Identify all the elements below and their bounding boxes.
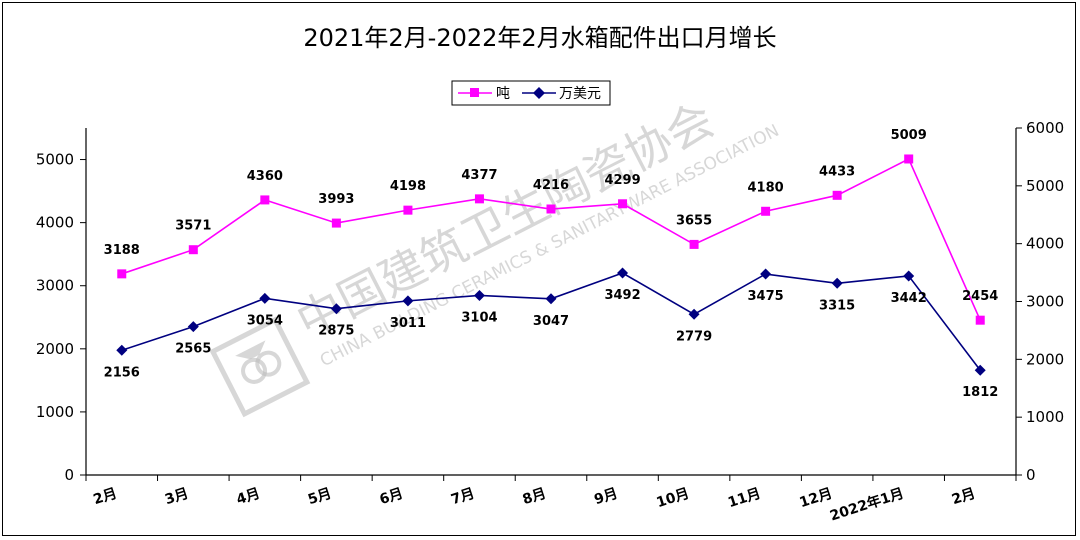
data-label-tons: 4360 [247, 169, 283, 184]
x-category-label: 7月 [449, 486, 477, 509]
point-tons [832, 190, 842, 200]
x-category-label: 9月 [592, 486, 620, 509]
data-label-usd: 3047 [533, 314, 569, 329]
data-label-tons: 3188 [104, 243, 140, 258]
legend-label-1: 吨 [496, 86, 510, 102]
point-tons [904, 154, 914, 164]
point-tons [618, 199, 628, 209]
y-left-tick-label: 0 [64, 466, 74, 484]
point-usd [545, 293, 557, 305]
data-label-tons: 4299 [604, 173, 640, 188]
data-label-tons: 4433 [819, 164, 855, 179]
point-tons [117, 269, 127, 279]
y-right-tick-label: 4000 [1026, 235, 1064, 253]
x-category-label: 3月 [163, 486, 191, 509]
y-right-tick-label: 2000 [1026, 350, 1064, 368]
point-tons [188, 245, 198, 255]
data-label-tons: 4198 [390, 179, 426, 194]
data-labels: 3188 3571 4360 3993 4198 4377 4216 4299 3655 4180… [104, 128, 999, 400]
y-left-tick-label: 3000 [36, 277, 74, 295]
point-tons [689, 239, 699, 249]
data-label-tons: 4377 [461, 168, 497, 183]
data-label-usd: 3104 [461, 310, 497, 325]
data-label-usd: 3011 [390, 316, 426, 331]
data-label-tons: 2454 [962, 289, 998, 304]
data-label-usd: 2875 [318, 324, 354, 339]
data-label-tons: 4180 [748, 180, 784, 195]
data-label-tons: 5009 [891, 128, 927, 143]
data-label-usd: 3315 [819, 298, 855, 313]
y-right-tick-label: 3000 [1026, 293, 1064, 311]
data-label-usd: 3475 [748, 289, 784, 304]
y-left-tick-label: 5000 [36, 151, 74, 169]
point-tons [331, 218, 341, 228]
point-usd [617, 267, 629, 279]
point-tons [474, 194, 484, 204]
y-right-tick-label: 1000 [1026, 408, 1064, 426]
point-tons [546, 204, 556, 214]
point-usd [259, 292, 271, 304]
legend-marker-2 [533, 87, 545, 99]
legend-marker-1 [470, 88, 479, 97]
x-category-label: 5月 [306, 486, 334, 509]
point-tons [260, 195, 270, 205]
point-tons [975, 315, 985, 325]
point-usd [688, 308, 700, 320]
watermark-logo [209, 316, 311, 418]
point-usd [831, 277, 843, 289]
point-tons [403, 205, 413, 215]
x-category-label: 11月 [726, 486, 763, 512]
y-left-tick-label: 4000 [36, 214, 74, 232]
chart-title: 2021年2月-2022年2月水箱配件出口月增长 [303, 24, 776, 52]
data-label-tons: 3571 [175, 219, 211, 234]
data-label-usd: 2156 [104, 365, 140, 380]
x-category-label: 4月 [235, 486, 263, 509]
data-label-usd: 3492 [604, 288, 640, 303]
x-category-label: 12月 [798, 486, 835, 512]
x-category-label: 2月 [950, 486, 978, 509]
data-label-tons: 3993 [318, 192, 354, 207]
y-right-tick-label: 0 [1026, 466, 1036, 484]
data-label-usd: 3054 [247, 313, 283, 328]
data-label-usd: 3442 [891, 291, 927, 306]
y-right-tick-label: 5000 [1026, 177, 1064, 195]
y-left-tick-label: 2000 [36, 340, 74, 358]
point-tons [761, 206, 771, 216]
legend: 吨 万美元 [451, 80, 611, 106]
data-label-usd: 2779 [676, 329, 712, 344]
y-left-tick-label: 1000 [36, 403, 74, 421]
watermark-en: CHINA BUILDING CERAMICS & SANITARYWARE A… [317, 121, 782, 371]
data-label-usd: 1812 [962, 385, 998, 400]
point-usd [187, 321, 199, 333]
point-usd [330, 303, 342, 315]
x-category-label: 10月 [655, 486, 692, 512]
x-category-label: 2022年1月 [828, 485, 906, 525]
x-category-label: 6月 [378, 486, 406, 509]
y-right-tick-label: 6000 [1026, 119, 1064, 137]
data-label-tons: 4216 [533, 178, 569, 193]
point-usd [402, 295, 414, 307]
x-category-label: 2月 [91, 486, 119, 509]
point-usd [116, 344, 128, 356]
point-usd [760, 268, 772, 280]
point-usd [473, 289, 485, 301]
x-category-label: 8月 [521, 486, 549, 509]
point-usd [974, 364, 986, 376]
data-label-usd: 2565 [175, 342, 211, 357]
legend-label-2: 万美元 [559, 86, 601, 102]
data-label-tons: 3655 [676, 213, 712, 228]
series-layer [116, 154, 986, 376]
point-usd [903, 270, 915, 282]
